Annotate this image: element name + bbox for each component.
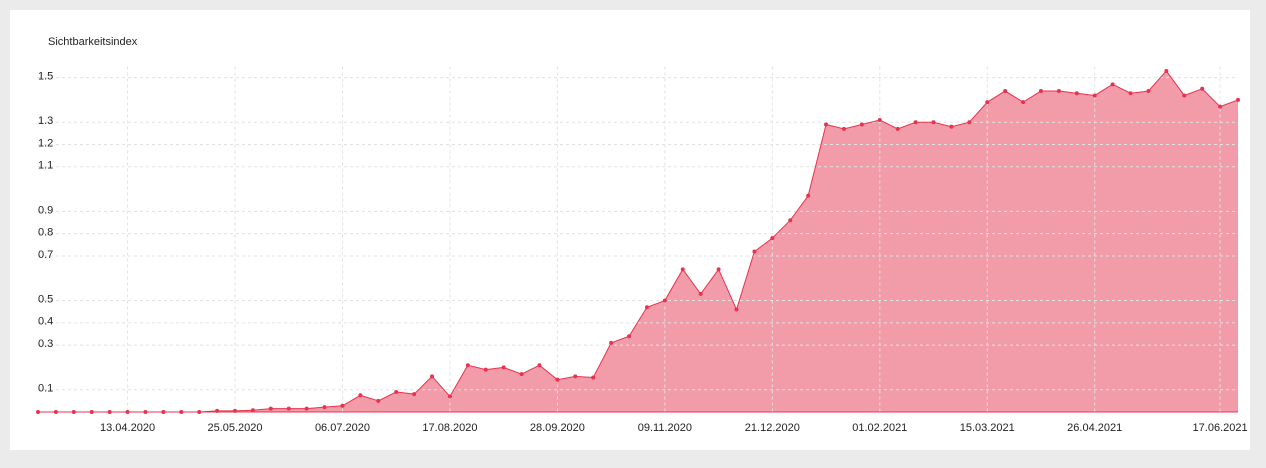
data-point — [591, 375, 596, 380]
y-tick-label: 0.5 — [38, 293, 53, 305]
y-tick-label: 0.9 — [38, 204, 53, 216]
data-point — [752, 249, 757, 254]
y-tick-label: 1.1 — [38, 160, 53, 172]
line — [38, 70, 1239, 413]
data-point — [519, 372, 524, 377]
y-tick-label: 1.3 — [38, 115, 53, 127]
data-point — [573, 374, 578, 379]
data-point — [931, 120, 936, 125]
data-point — [268, 406, 273, 411]
y-tick-label: 1.5 — [38, 71, 53, 83]
data-point — [644, 305, 649, 310]
data-point — [1200, 86, 1205, 91]
data-point — [143, 410, 148, 414]
x-tick-label: 01.02.2021 — [852, 422, 907, 434]
data-point — [806, 193, 811, 198]
data-point — [680, 267, 685, 272]
data-point — [179, 410, 184, 414]
data-point — [215, 408, 220, 413]
data-point — [376, 398, 381, 403]
data-point — [1146, 89, 1151, 94]
data-point — [555, 377, 560, 382]
x-tick-label: 17.08.2020 — [422, 422, 477, 434]
data-point — [1003, 89, 1008, 94]
y-tick-label: 0.3 — [38, 338, 53, 350]
data-point — [412, 392, 417, 397]
x-tick-label: 25.05.2020 — [207, 422, 262, 434]
data-point — [1038, 89, 1043, 94]
data-point — [609, 340, 614, 345]
y-tick-label: 0.8 — [38, 227, 53, 239]
data-point — [967, 120, 972, 125]
data-point — [125, 410, 130, 414]
data-point — [36, 410, 40, 414]
data-point — [1056, 89, 1061, 94]
x-tick-label: 17.06.2021 — [1193, 422, 1248, 434]
data-point — [465, 363, 470, 368]
data-point — [197, 410, 202, 414]
data-point — [1074, 91, 1079, 96]
y-tick-label: 0.4 — [38, 316, 53, 328]
data-point — [447, 394, 452, 399]
x-tick-label: 21.12.2020 — [745, 422, 800, 434]
data-point — [107, 410, 112, 414]
data-point — [662, 298, 667, 303]
x-tick-label: 15.03.2021 — [960, 422, 1015, 434]
data-point — [716, 267, 721, 272]
data-point — [322, 405, 327, 410]
data-point — [877, 117, 882, 122]
data-point — [770, 236, 775, 241]
data-point — [1218, 104, 1223, 109]
data-point — [698, 291, 703, 296]
data-point — [430, 374, 435, 379]
data-point — [734, 307, 739, 312]
data-point — [483, 367, 488, 372]
data-point — [286, 406, 291, 411]
data-point — [1128, 91, 1133, 96]
x-tick-label: 13.04.2020 — [100, 422, 155, 434]
data-point — [394, 389, 399, 394]
data-point — [841, 126, 846, 131]
data-point — [627, 334, 632, 339]
data-point — [233, 408, 238, 413]
data-point — [304, 406, 309, 411]
data-point — [537, 363, 542, 368]
data-point — [913, 120, 918, 125]
data-point — [53, 410, 58, 414]
data-point — [1092, 93, 1097, 98]
data-point — [895, 126, 900, 131]
data-point — [71, 410, 76, 414]
data-point — [859, 122, 864, 127]
x-tick-label: 26.04.2021 — [1067, 422, 1122, 434]
x-tick-label: 28.09.2020 — [530, 422, 585, 434]
data-point — [161, 410, 166, 414]
x-tick-label: 06.07.2020 — [315, 422, 370, 434]
y-tick-label: 1.2 — [38, 137, 53, 149]
y-tick-label: 0.1 — [38, 383, 53, 395]
data-point — [358, 393, 363, 398]
x-tick-label: 09.11.2020 — [638, 422, 692, 434]
data-point — [824, 122, 829, 127]
data-point — [501, 365, 506, 370]
data-point — [1182, 93, 1187, 98]
y-axis-label: Sichtbarkeitsindex — [48, 36, 138, 48]
data-point — [250, 408, 255, 413]
y-tick-label: 0.7 — [38, 249, 53, 261]
data-point — [985, 100, 990, 105]
data-point — [788, 218, 793, 223]
data-point — [340, 403, 345, 408]
data-point — [1110, 82, 1115, 87]
data-point — [1236, 97, 1240, 102]
data-point — [89, 410, 94, 414]
data-point — [1021, 100, 1026, 105]
data-point — [1164, 68, 1169, 73]
area — [38, 70, 1238, 412]
data-point — [949, 124, 954, 129]
